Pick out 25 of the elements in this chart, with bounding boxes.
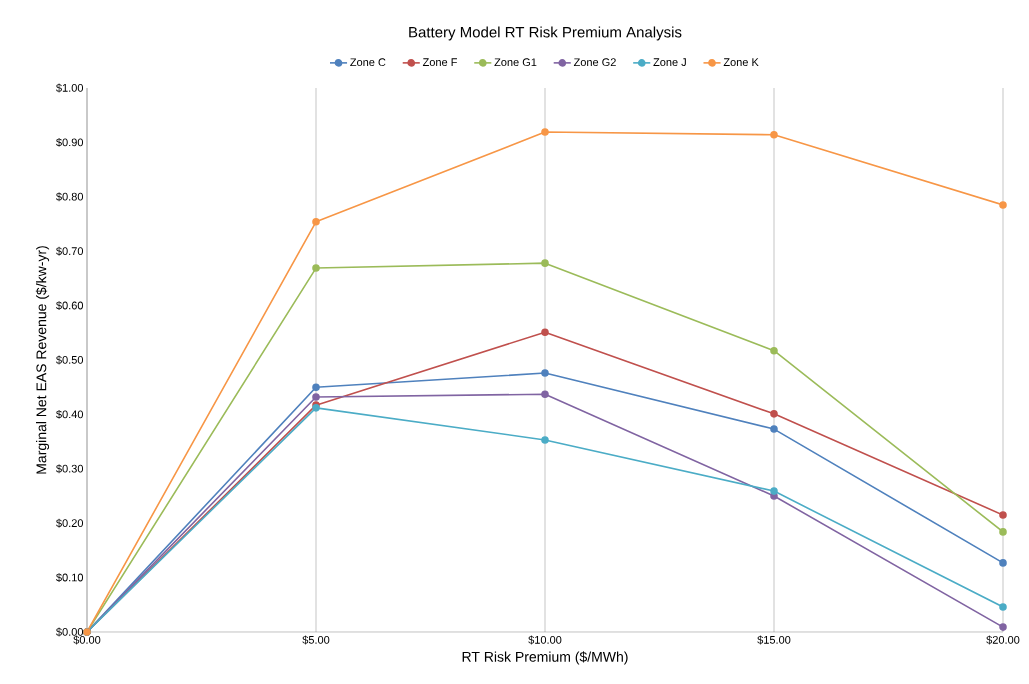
y-tick-label: $0.40 [56,409,84,419]
legend-label: Zone J [653,58,686,67]
x-axis-title: RT Risk Premium ($/MWh) [462,651,628,665]
y-tick-label: $0.90 [56,137,84,147]
x-tick-label: $20.00 [986,635,1020,645]
x-tick-label: $0.00 [73,635,101,645]
y-tick-label: $0.70 [56,246,84,256]
x-tick-label: $10.00 [528,635,562,645]
y-tick-label: $0.50 [56,355,84,365]
y-tick-label: $0.80 [56,192,84,202]
y-axis-title: Marginal Net EAS Revenue ($/kw-yr) [35,246,50,474]
y-tick-label: $0.00 [56,627,84,637]
legend-label: Zone F [422,58,457,67]
y-tick-label: $0.10 [56,573,84,583]
legend-label: Zone C [350,58,386,67]
x-tick-label: $15.00 [757,635,791,645]
legend-label: Zone K [723,58,759,67]
y-tick-label: $0.60 [56,301,84,311]
y-tick-label: $1.00 [56,83,84,93]
chart-title: Battery Model RT Risk Premium Analysis [409,26,682,41]
y-tick-label: $0.30 [56,464,84,474]
y-tick-label: $0.20 [56,518,84,528]
legend-label: Zone G1 [494,58,537,67]
legend-label: Zone G2 [573,58,616,67]
x-tick-label: $5.00 [302,635,330,645]
